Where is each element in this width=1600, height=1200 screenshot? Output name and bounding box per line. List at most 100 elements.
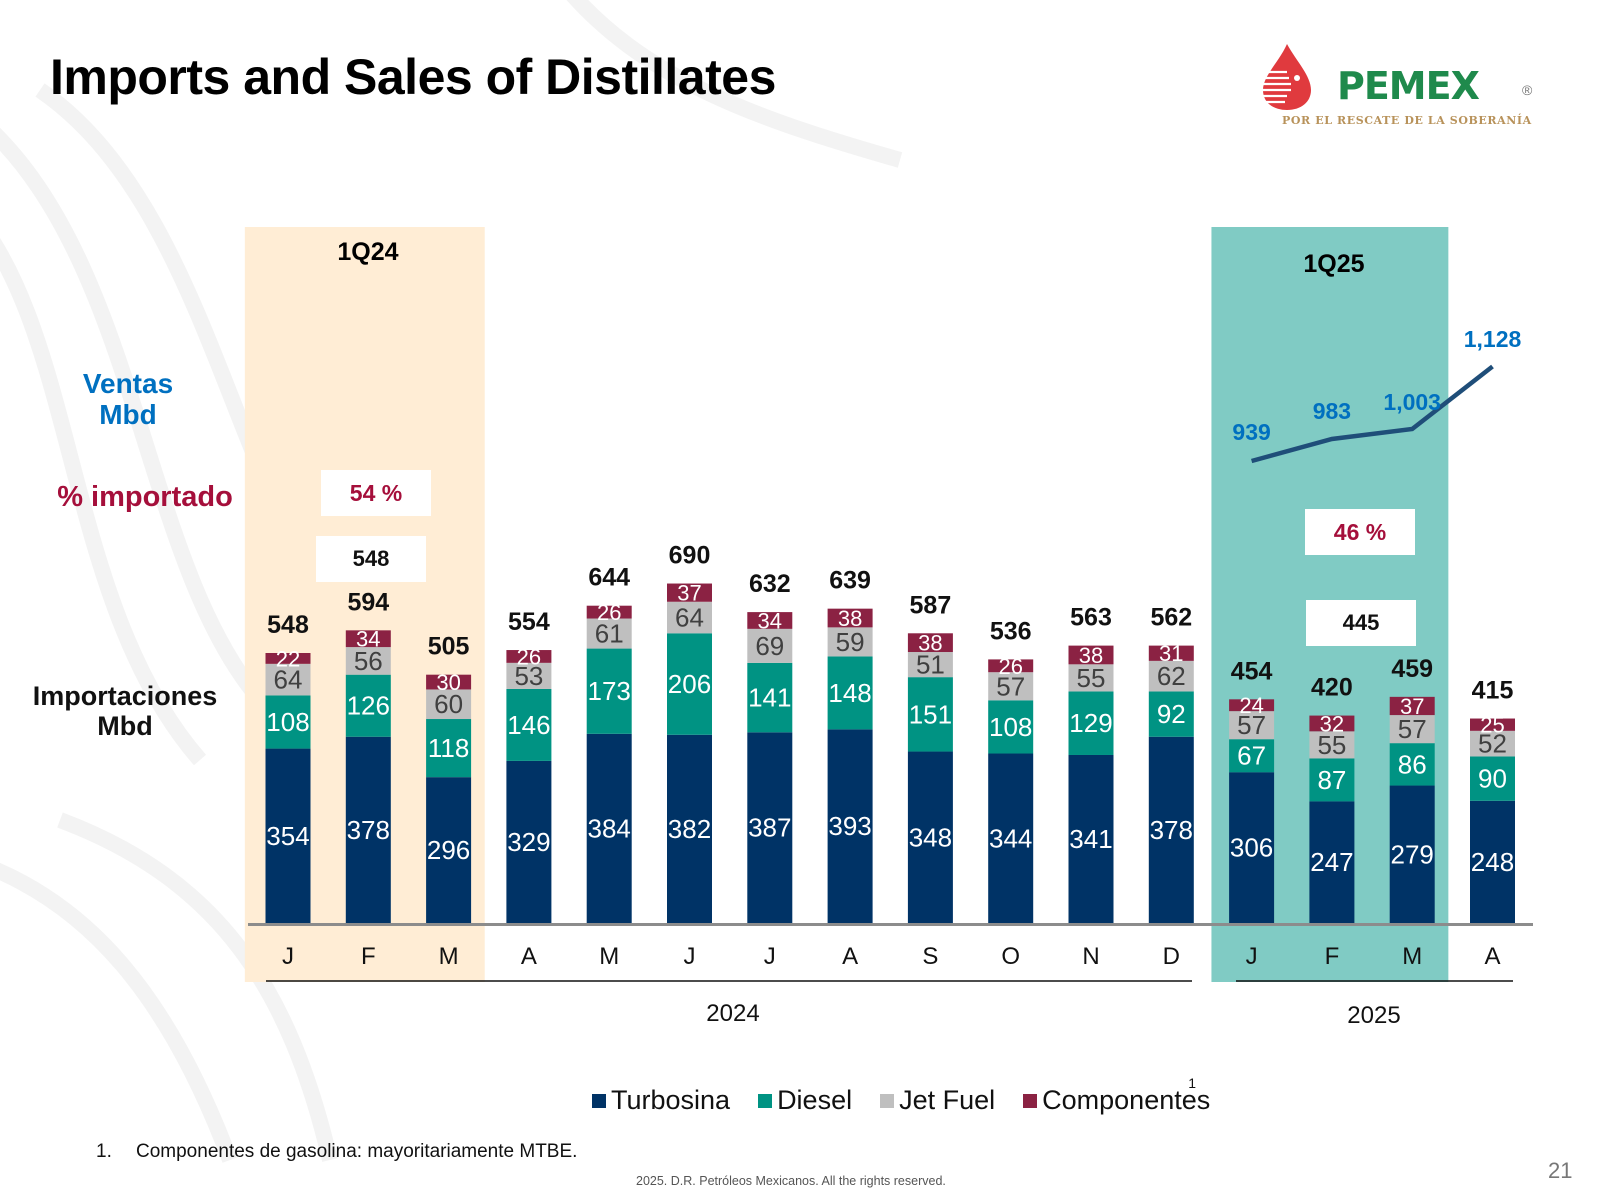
bar-segment-diesel	[506, 688, 552, 761]
chart-legend: Turbosina Diesel Jet Fuel Componentes 1	[592, 1075, 1246, 1116]
legend-swatch-turbosina	[592, 1093, 606, 1108]
bar-segment-turbosina	[667, 734, 712, 923]
bar-segment-label: 62	[1157, 661, 1186, 691]
legend-item-componentes: Componentes 1	[1023, 1075, 1218, 1116]
bar-segment-label: 64	[675, 603, 704, 633]
bar-segment-label: 30	[436, 670, 460, 695]
bar-total-label: 632	[749, 570, 791, 598]
bar-segment-label: 26	[998, 654, 1022, 679]
bar-total-label: 415	[1472, 677, 1514, 705]
bar-segment-turbosina	[426, 777, 472, 923]
bar-total-label: 562	[1150, 604, 1192, 632]
footnote-marker: 1	[1188, 1074, 1197, 1091]
x-tick-label: N	[1082, 943, 1099, 970]
bar-segment-turbosina	[827, 729, 873, 923]
bar-segment-jet-fuel	[667, 601, 712, 634]
bar-total-label: 644	[588, 564, 630, 592]
x-tick-label: J	[282, 943, 294, 970]
bar-segment-jet-fuel	[1309, 731, 1355, 759]
bar-segment-label: 87	[1317, 765, 1346, 795]
bar-segment-label: 37	[1400, 694, 1424, 719]
bar-segment-label: 38	[838, 606, 862, 631]
bar-segment-diesel	[988, 700, 1034, 754]
bar-segment-label: 60	[434, 689, 463, 719]
bar-segment-componentes	[426, 674, 472, 690]
bar-total-label: 536	[990, 617, 1032, 645]
bar-segment-diesel	[747, 662, 793, 733]
bar-segment-turbosina	[1229, 772, 1275, 923]
legend-label: Componentes	[1042, 1085, 1211, 1115]
x-tick-label: D	[1163, 943, 1180, 970]
bar-segment-label: 387	[748, 813, 791, 843]
bar-segment-jet-fuel	[265, 663, 311, 696]
bar-segment-turbosina	[345, 736, 391, 923]
quarter-label-1q25: 1Q25	[1303, 250, 1365, 278]
pemex-eagle-drop-icon	[1257, 44, 1311, 110]
bar-segment-componentes	[1470, 718, 1515, 731]
bar-total-label: 548	[267, 611, 309, 639]
bar-segment-label: 279	[1391, 839, 1434, 869]
bar-segment-label: 31	[1159, 641, 1183, 666]
bar-segment-componentes	[827, 608, 873, 628]
bar-segment-diesel	[827, 656, 873, 730]
year-label: 2024	[706, 1000, 759, 1027]
bar-segment-turbosina	[1068, 754, 1114, 923]
bar-segment-diesel	[1309, 758, 1355, 802]
bar-segment-label: 34	[758, 608, 782, 633]
bar-total-label: 459	[1391, 655, 1433, 683]
bar-segment-diesel	[265, 695, 311, 749]
bar-segment-componentes	[907, 633, 953, 653]
ventas-line	[1251, 364, 1494, 464]
bar-segment-componentes	[1068, 645, 1114, 665]
bar-segment-label: 57	[1398, 714, 1427, 744]
bar-segment-label: 86	[1398, 749, 1427, 779]
bar-segment-label: 57	[1237, 710, 1266, 740]
bar-segment-label: 64	[274, 665, 303, 695]
bar-segment-label: 26	[517, 644, 541, 669]
bar-segment-diesel	[1148, 691, 1194, 737]
bar-segment-label: 51	[916, 650, 945, 680]
bar-segment-diesel	[426, 719, 472, 778]
bar-total-label: 454	[1231, 657, 1273, 685]
bar-segment-label: 32	[1320, 711, 1344, 736]
x-tick-label: J	[764, 943, 776, 970]
bar-segment-label: 344	[989, 823, 1032, 853]
importaciones-label-line2: Mbd	[97, 711, 153, 741]
x-tick-label: F	[361, 943, 376, 970]
bar-segment-diesel	[667, 633, 712, 735]
bar-segment-jet-fuel	[345, 647, 391, 675]
bar-segment-label: 61	[595, 619, 624, 649]
bar-segment-label: 92	[1157, 699, 1186, 729]
x-tick-label: S	[922, 943, 938, 970]
x-tick-label: F	[1325, 943, 1340, 970]
bar-segment-componentes	[1309, 715, 1355, 732]
bar-segment-componentes	[586, 605, 632, 619]
bar-segment-componentes	[1229, 699, 1275, 712]
bar-segment-label: 151	[909, 699, 952, 729]
bar-segment-turbosina	[1148, 736, 1194, 923]
bar-segment-label: 57	[996, 671, 1025, 701]
pct-importado-label: % importado	[57, 481, 233, 513]
bar-segment-jet-fuel	[1148, 660, 1194, 692]
bar-segment-label: 378	[347, 815, 390, 845]
bar-segment-label: 146	[507, 710, 550, 740]
x-tick-label: J	[1246, 943, 1258, 970]
bar-segment-componentes	[747, 612, 793, 629]
bar-segment-jet-fuel	[1389, 715, 1435, 744]
x-tick-label: M	[1402, 943, 1422, 970]
bar-segment-label: 37	[677, 581, 701, 606]
bar-segment-label: 393	[828, 811, 871, 841]
bar-segment-label: 141	[748, 683, 791, 713]
